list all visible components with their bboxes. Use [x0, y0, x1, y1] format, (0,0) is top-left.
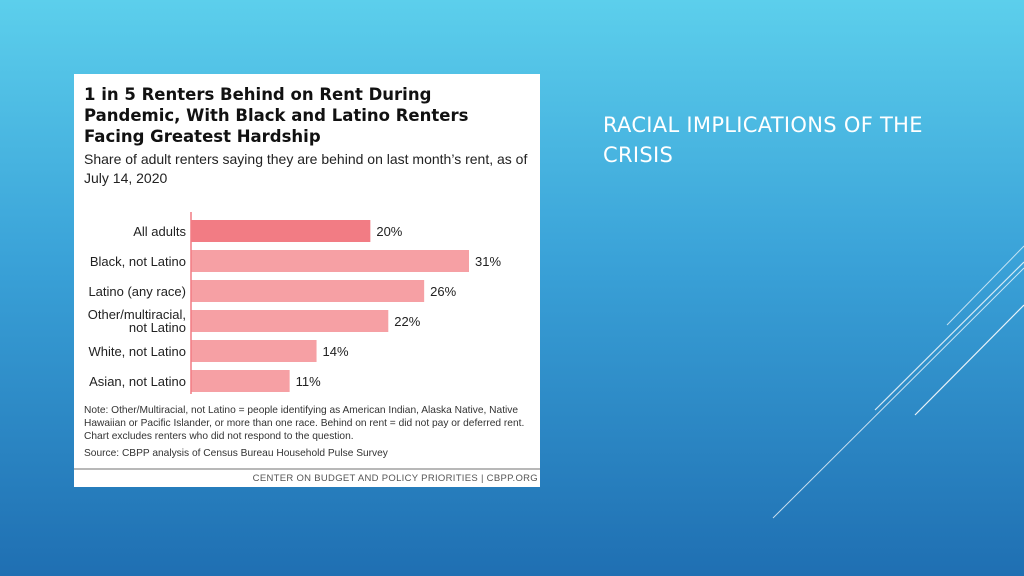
bar-4	[191, 340, 317, 362]
bar-0	[191, 220, 371, 242]
bar-5	[191, 370, 290, 392]
category-label: Asian, not Latino	[89, 374, 186, 389]
category-label: White, not Latino	[88, 344, 186, 359]
chart-note: Note: Other/Multiracial, not Latino = pe…	[84, 405, 525, 443]
category-label: Latino (any race)	[88, 284, 186, 299]
chart-subtitle: Share of adult renters saying they are b…	[84, 151, 528, 186]
category-label: All adults	[133, 224, 186, 239]
bar-chart: 20% All adults 31% Black, not Latino 26% Lati…	[88, 212, 501, 394]
bar-value-label: 22%	[394, 314, 420, 329]
bar-value-label: 31%	[475, 254, 501, 269]
footer-divider	[74, 468, 540, 470]
category-label: Black, not Latino	[90, 254, 186, 269]
slide-title: RACIAL IMPLICATIONS OF THE CRISIS	[603, 113, 923, 167]
chart-footer: CENTER ON BUDGET AND POLICY PRIORITIES |…	[252, 473, 538, 484]
chart-title: 1 in 5 Renters Behind on Rent During Pan…	[84, 85, 469, 146]
bar-1	[191, 250, 469, 272]
bar-3	[191, 310, 389, 332]
chart-source: Source: CBPP analysis of Census Bureau H…	[84, 448, 388, 459]
bar-value-label: 26%	[430, 284, 456, 299]
chart-card: 1 in 5 Renters Behind on Rent During Pan…	[74, 74, 540, 487]
category-label: Other/multiracial, not Latino	[88, 307, 186, 335]
bar-2	[191, 280, 425, 302]
bar-value-label: 14%	[323, 344, 349, 359]
bar-value-label: 11%	[296, 374, 321, 389]
bar-value-label: 20%	[376, 224, 402, 239]
